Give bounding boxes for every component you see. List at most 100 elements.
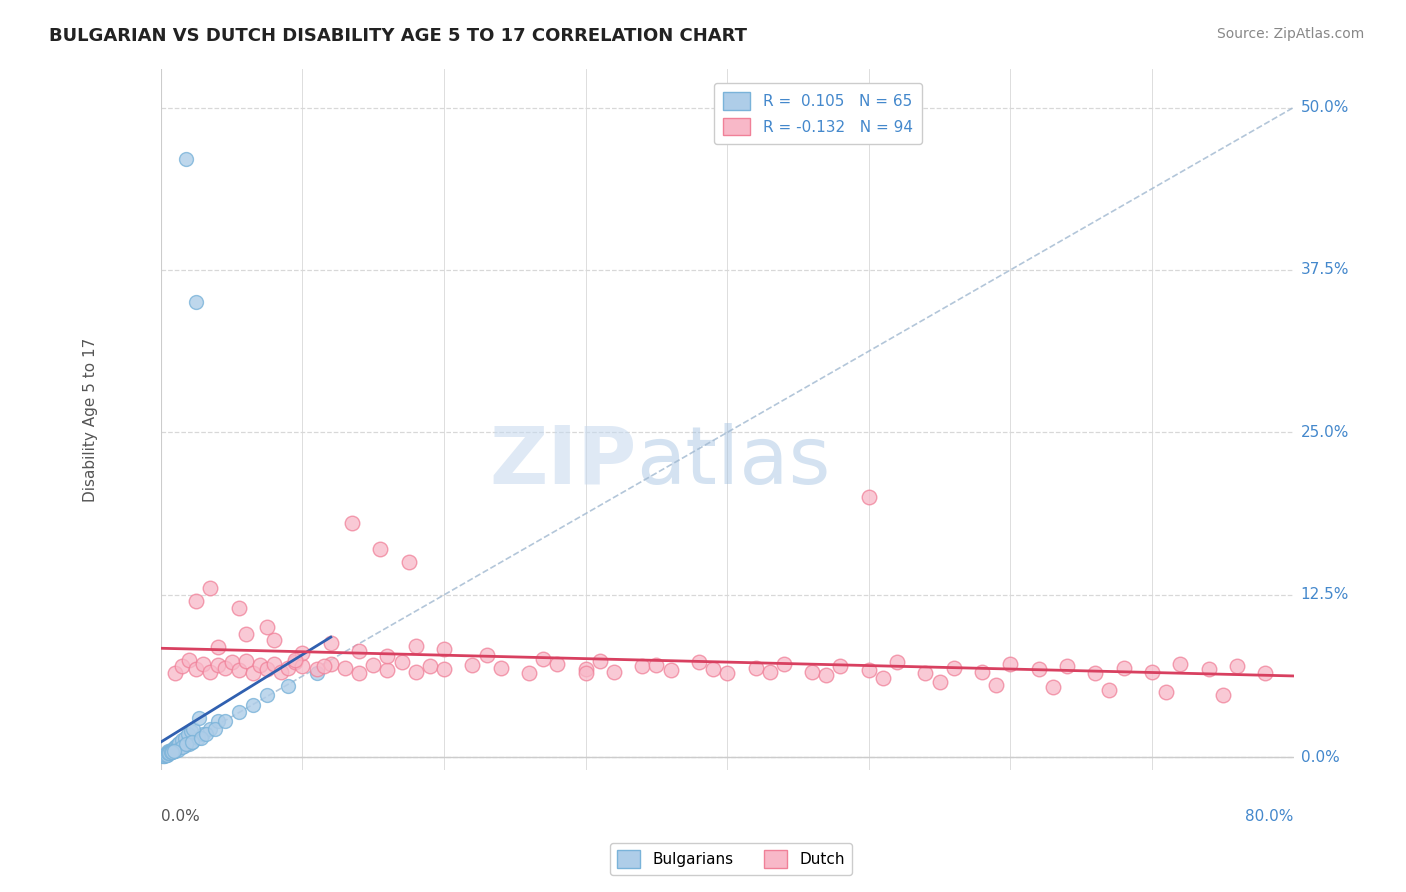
- Point: [815, 668, 838, 682]
- Text: 12.5%: 12.5%: [1301, 587, 1348, 602]
- Point: [155, 747, 177, 762]
- Point: [159, 744, 181, 758]
- Point: [312, 659, 335, 673]
- Point: [688, 656, 710, 670]
- Point: [391, 656, 413, 670]
- Point: [176, 153, 198, 167]
- Point: [167, 737, 190, 751]
- Point: [153, 747, 176, 762]
- Point: [163, 741, 186, 756]
- Point: [631, 659, 654, 673]
- Text: 0.0%: 0.0%: [1301, 750, 1340, 764]
- Point: [207, 658, 229, 673]
- Point: [155, 747, 177, 761]
- Point: [291, 646, 314, 660]
- Point: [702, 662, 724, 676]
- Text: atlas: atlas: [637, 423, 831, 500]
- Point: [228, 663, 250, 677]
- Point: [1168, 657, 1191, 671]
- Point: [207, 714, 229, 728]
- Point: [942, 660, 965, 674]
- Point: [603, 665, 626, 679]
- Point: [156, 744, 179, 758]
- Point: [163, 744, 186, 758]
- Point: [160, 742, 183, 756]
- Point: [1212, 688, 1234, 702]
- Point: [1112, 660, 1135, 674]
- Point: [433, 642, 456, 657]
- Point: [169, 736, 191, 750]
- Point: [263, 633, 285, 648]
- Point: [188, 711, 211, 725]
- Point: [160, 745, 183, 759]
- Point: [163, 744, 186, 758]
- Point: [152, 749, 174, 764]
- Point: [181, 735, 204, 749]
- Point: [172, 659, 194, 673]
- Point: [475, 648, 498, 662]
- Point: [319, 636, 342, 650]
- Point: [193, 727, 215, 741]
- Point: [159, 745, 181, 759]
- Point: [214, 714, 236, 728]
- Point: [235, 654, 257, 668]
- Point: [157, 745, 180, 759]
- Point: [340, 516, 363, 531]
- Point: [744, 660, 766, 674]
- Point: [546, 657, 568, 671]
- Point: [200, 665, 222, 679]
- Point: [204, 722, 226, 736]
- Point: [256, 688, 278, 702]
- Point: [167, 741, 190, 756]
- Point: [419, 659, 441, 673]
- Point: [153, 747, 176, 762]
- Point: [263, 657, 285, 671]
- Point: [858, 491, 880, 505]
- Legend: R =  0.105   N = 65, R = -0.132   N = 94: R = 0.105 N = 65, R = -0.132 N = 94: [714, 83, 922, 145]
- Point: [173, 739, 195, 753]
- Point: [186, 662, 208, 676]
- Point: [305, 662, 328, 676]
- Text: 80.0%: 80.0%: [1246, 809, 1294, 824]
- Point: [1226, 659, 1249, 673]
- Point: [159, 742, 181, 756]
- Point: [207, 640, 229, 654]
- Point: [177, 727, 200, 741]
- Point: [489, 660, 512, 674]
- Point: [377, 648, 399, 663]
- Point: [183, 722, 205, 736]
- Point: [176, 737, 198, 751]
- Point: [858, 663, 880, 677]
- Point: [242, 698, 264, 713]
- Point: [405, 665, 427, 679]
- Point: [659, 663, 682, 677]
- Point: [305, 665, 328, 680]
- Point: [186, 594, 208, 608]
- Point: [165, 742, 187, 756]
- Point: [1000, 657, 1022, 671]
- Point: [1084, 665, 1107, 680]
- Point: [195, 727, 218, 741]
- Point: [200, 722, 222, 736]
- Point: [284, 653, 307, 667]
- Point: [187, 731, 209, 745]
- Point: [801, 665, 824, 679]
- Point: [370, 542, 392, 557]
- Point: [377, 663, 399, 677]
- Text: Source: ZipAtlas.com: Source: ZipAtlas.com: [1216, 27, 1364, 41]
- Text: 50.0%: 50.0%: [1301, 100, 1348, 115]
- Point: [575, 662, 598, 676]
- Point: [190, 731, 212, 745]
- Point: [181, 735, 204, 749]
- Point: [214, 660, 236, 674]
- Point: [152, 749, 174, 764]
- Point: [179, 653, 201, 667]
- Point: [398, 555, 420, 569]
- Point: [986, 677, 1008, 691]
- Text: ZIP: ZIP: [489, 423, 637, 500]
- Point: [159, 745, 181, 759]
- Point: [150, 749, 173, 764]
- Point: [886, 656, 908, 670]
- Point: [758, 665, 780, 679]
- Point: [172, 733, 194, 747]
